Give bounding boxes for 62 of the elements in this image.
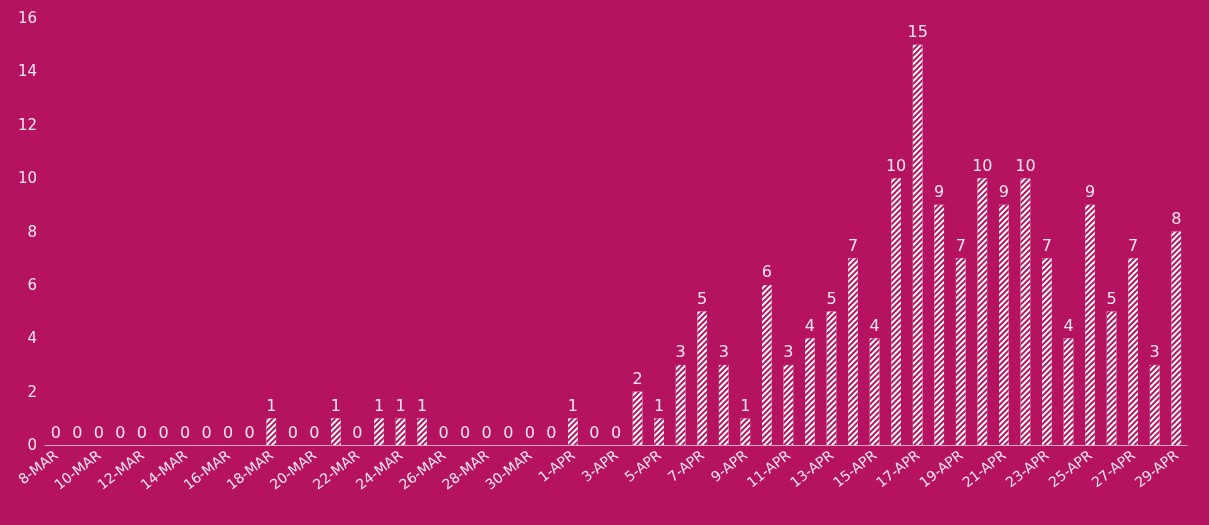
- data-label: 9: [934, 182, 945, 202]
- data-label: 0: [287, 422, 298, 442]
- data-label: 0: [136, 422, 148, 442]
- data-label: 4: [1063, 315, 1074, 335]
- data-label: 1: [740, 395, 751, 415]
- data-label: 0: [503, 422, 514, 442]
- data-label: 0: [179, 422, 191, 442]
- data-label: 3: [675, 342, 686, 362]
- data-label: 7: [847, 235, 859, 255]
- data-label: 0: [158, 422, 169, 442]
- data-label: 3: [1149, 342, 1160, 362]
- data-label: 3: [783, 342, 794, 362]
- data-label: 0: [610, 422, 622, 442]
- data-label: 5: [697, 289, 708, 309]
- data-label: 0: [93, 422, 104, 442]
- data-label: 0: [115, 422, 126, 442]
- data-label: 1: [373, 395, 385, 415]
- data-label: 5: [1106, 289, 1117, 309]
- y-tick-label: 16: [17, 9, 37, 27]
- y-tick-label: 0: [27, 436, 37, 454]
- data-label: 0: [201, 422, 212, 442]
- data-label: 1: [330, 395, 341, 415]
- data-label: 7: [955, 235, 966, 255]
- y-tick-label: 4: [27, 329, 37, 348]
- y-tick-label: 8: [27, 222, 37, 241]
- data-label: 1: [266, 395, 277, 415]
- y-tick-label: 6: [27, 275, 37, 294]
- data-label: 4: [869, 315, 880, 335]
- data-label: 1: [654, 395, 665, 415]
- y-tick-label: 14: [17, 62, 37, 81]
- data-label: 0: [223, 422, 234, 442]
- y-tick-label: 12: [17, 115, 37, 134]
- data-label: 1: [567, 395, 578, 415]
- data-label: 0: [546, 422, 557, 442]
- data-label: 0: [589, 422, 600, 442]
- data-label: 7: [1041, 235, 1053, 255]
- data-label: 0: [50, 422, 61, 442]
- data-label: 10: [972, 155, 993, 175]
- data-label: 1: [395, 395, 406, 415]
- data-label: 10: [885, 155, 907, 175]
- data-label: 7: [1128, 235, 1139, 255]
- data-label: 6: [761, 262, 772, 282]
- data-label: 9: [1084, 182, 1096, 202]
- data-label: 2: [632, 369, 643, 389]
- data-label: 0: [352, 422, 363, 442]
- data-label: 8: [1171, 209, 1182, 228]
- data-label: 10: [1015, 155, 1036, 175]
- data-label: 0: [460, 422, 471, 442]
- data-label: 1: [416, 395, 428, 415]
- data-label: 9: [998, 182, 1009, 202]
- data-label: 0: [309, 422, 320, 442]
- data-label: 0: [438, 422, 449, 442]
- data-label: 0: [524, 422, 535, 442]
- data-label: 15: [907, 22, 928, 42]
- data-label: 3: [718, 342, 729, 362]
- data-label: 0: [72, 422, 83, 442]
- data-label: 0: [481, 422, 492, 442]
- data-label: 4: [804, 315, 816, 335]
- data-label: 0: [244, 422, 255, 442]
- data-label: 5: [826, 289, 837, 309]
- y-tick-label: 10: [17, 169, 37, 188]
- y-tick-label: 2: [27, 382, 37, 401]
